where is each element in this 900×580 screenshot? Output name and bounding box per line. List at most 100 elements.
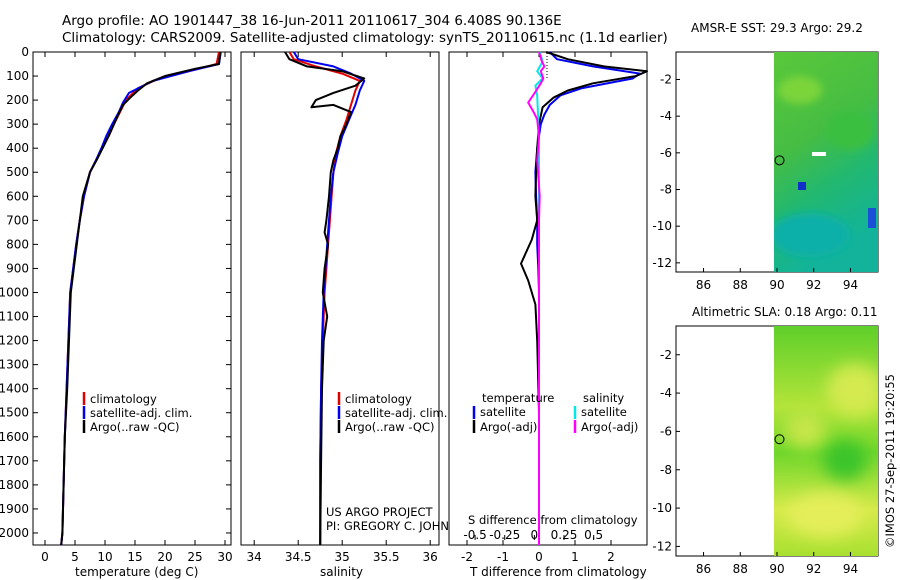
map-x-tick-label: 90 [769,278,784,292]
temperature-series [60,51,222,546]
map-x-tick-label: 88 [733,562,748,576]
x-tick-label: 35 [335,550,350,564]
map-y-tick-label: -2 [660,73,672,87]
temperature-axes-frame [32,51,232,546]
sst-warm-patch [826,110,874,150]
map-y-tick-label: -12 [652,539,672,553]
map-x-tick-label: 94 [843,278,858,292]
sst-map-title: AMSR-E SST: 29.3 Argo: 29.2 [691,21,863,35]
legend-label-sal-satellite: satellite [581,405,627,419]
sst-missing-data [812,152,826,156]
difference-x-axis: -2 -1 0 1 2 -0.5 -0.25 0 0.25 0.5 [461,52,615,564]
depth-tick-label: 300 [6,117,29,131]
map-y-tick-label: -6 [660,146,672,160]
sla-map-axes: 86 88 90 92 94 -2 -4 -6 -8 -10 -12 [652,348,858,576]
temperature-x-axis: 0 5 10 15 20 25 30 [41,52,233,564]
x-tick-label: 1 [571,550,579,564]
sla-map-title: Altimetric SLA: 0.18 Argo: 0.11 [692,305,877,319]
map-y-tick-label: -4 [660,109,672,123]
depth-tick-label: 600 [6,189,29,203]
x-tick-label: 5 [71,550,79,564]
salinity-axes-frame [240,51,440,546]
x-tick-label: 10 [97,550,112,564]
map-x-tick-label: 86 [696,278,711,292]
depth-tick-label: 200 [6,93,29,107]
x-tick-label: 25 [187,550,202,564]
legend-label-temp-argo: Argo(-adj) [480,420,537,434]
salinity-xlabel: salinity [320,565,363,579]
depth-tick-label: 2000 [0,526,29,540]
map-x-tick-label: 90 [769,562,784,576]
depth-tick-label: 1800 [0,478,29,492]
map-x-tick-label: 94 [843,562,858,576]
sla-field [774,326,878,556]
map-x-tick-label: 86 [696,562,711,576]
s-tick-label: 0.25 [551,528,578,542]
legend-label-climatology: climatology [90,392,157,406]
depth-tick-label: 700 [6,213,29,227]
salinity-series [284,51,366,546]
depth-tick-label: 0 [21,45,29,59]
series-line-salinity-argo-adj [527,51,546,545]
x-tick-label: 34.5 [285,550,312,564]
x-tick-label: 0 [535,550,543,564]
pi-credit: PI: GREGORY C. JOHNSON [326,519,474,533]
legend-label-argo: Argo(..raw -QC) [345,420,435,434]
map-y-tick-label: -6 [660,424,672,438]
x-tick-label: 2 [607,550,615,564]
sst-cool-patch [774,213,850,257]
figure-title-line1: Argo profile: AO 1901447_38 16-Jun-2011 … [62,13,562,29]
depth-tick-label: 100 [6,69,29,83]
depth-tick-label: 500 [6,165,29,179]
depth-tick-label: 1600 [0,430,29,444]
depth-tick-label: 1300 [0,358,29,372]
depth-tick-label: 400 [6,141,29,155]
legend-label-climatology: climatology [345,392,412,406]
temperature-panel: 0100200300400500600700800900100011001200… [0,45,647,579]
map-y-tick-label: -10 [652,501,672,515]
x-tick-label: 34 [247,550,262,564]
temperature-xlabel: temperature (deg C) [75,565,198,579]
difference-panel: -2 -1 0 1 2 -0.5 -0.25 0 0.25 0.5 S difference fr… [448,51,648,579]
legend-label-satellite-adj: satellite-adj. clim. [90,406,192,420]
sst-map-axes: 86 88 90 92 94 -2 -4 -6 -8 -10 -12 [652,73,858,293]
sst-cold-pixel [798,182,806,190]
sst-field [774,52,878,272]
x-tick-label: -1 [497,550,509,564]
s-tick-label: 0.5 [584,528,603,542]
sst-warm-patch [778,76,822,104]
temperature-legend: climatology satellite-adj. clim. Argo(..… [82,392,192,434]
x-tick-label: -2 [461,550,473,564]
depth-tick-label: 1000 [0,285,29,299]
difference-legend: temperature salinity satellite Argo(-adj… [472,391,638,434]
legend-header-salinity: salinity [583,391,624,405]
s-tick-label: -0.5 [463,528,486,542]
x-tick-label: 20 [157,550,172,564]
depth-tick-label: 1200 [0,334,29,348]
project-credit: US ARGO PROJECT [326,505,434,519]
depth-tick-label: 900 [6,261,29,275]
series-line-argo-raw-qc [60,51,222,546]
sst-map-panel: AMSR-E SST: 29.3 Argo: 29.2 86 88 90 92 94 -2… [652,21,879,293]
legend-label-sal-argo: Argo(-adj) [581,420,638,434]
map-y-tick-label: -8 [660,183,672,197]
s-tick-label: 0 [531,528,539,542]
sst-cold-pixel [868,208,876,228]
series-line-argo-raw-qc [284,51,366,546]
map-y-tick-label: -12 [652,256,672,270]
map-x-tick-label: 92 [806,562,821,576]
legend-label-argo: Argo(..raw -QC) [90,420,180,434]
salinity-legend: climatology satellite-adj. clim. Argo(..… [337,392,447,434]
sla-high-patch [827,364,878,416]
imos-timestamp: ©IMOS 27-Sep-2011 19:20:55 [883,374,897,548]
legend-label-satellite-adj: satellite-adj. clim. [345,406,447,420]
difference-series [520,51,648,545]
depth-tick-label: 1700 [0,454,29,468]
salinity-panel: 34 34.5 35 35.5 36 salinity climatology sate… [240,51,474,579]
map-x-tick-label: 88 [733,278,748,292]
legend-label-temp-satellite: satellite [480,405,526,419]
map-y-tick-label: -2 [660,348,672,362]
map-y-tick-label: -4 [660,386,672,400]
salinity-x-axis: 34 34.5 35 35.5 36 [247,52,438,564]
